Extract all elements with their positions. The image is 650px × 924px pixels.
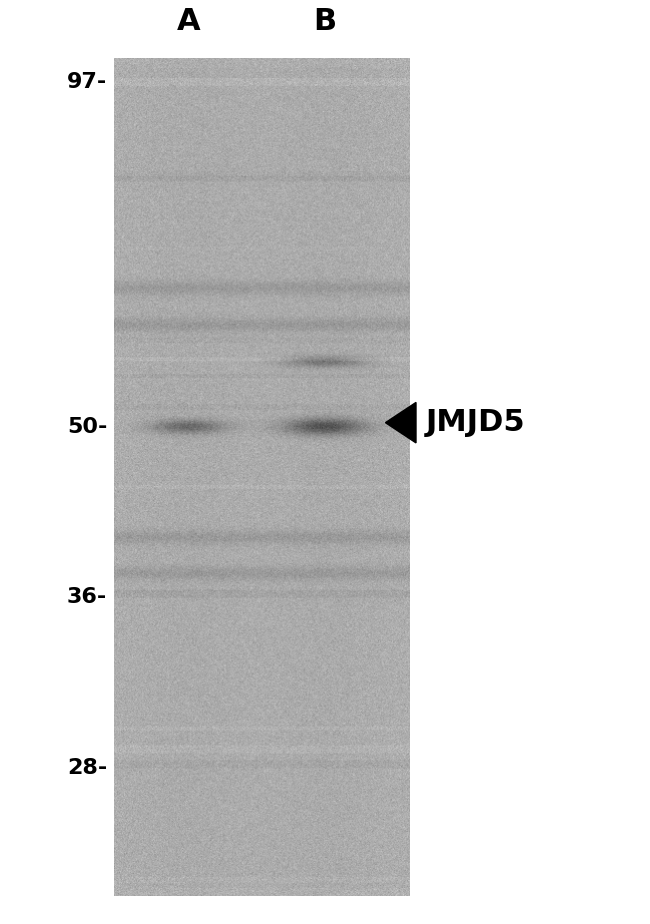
Text: 97-: 97- [67,72,107,92]
Text: 36-: 36- [67,588,107,607]
Text: B: B [313,7,337,36]
Text: 28-: 28- [67,758,107,778]
Text: 50-: 50- [67,418,107,437]
Text: JMJD5: JMJD5 [426,408,525,437]
Text: A: A [177,7,200,36]
Polygon shape [385,403,416,443]
